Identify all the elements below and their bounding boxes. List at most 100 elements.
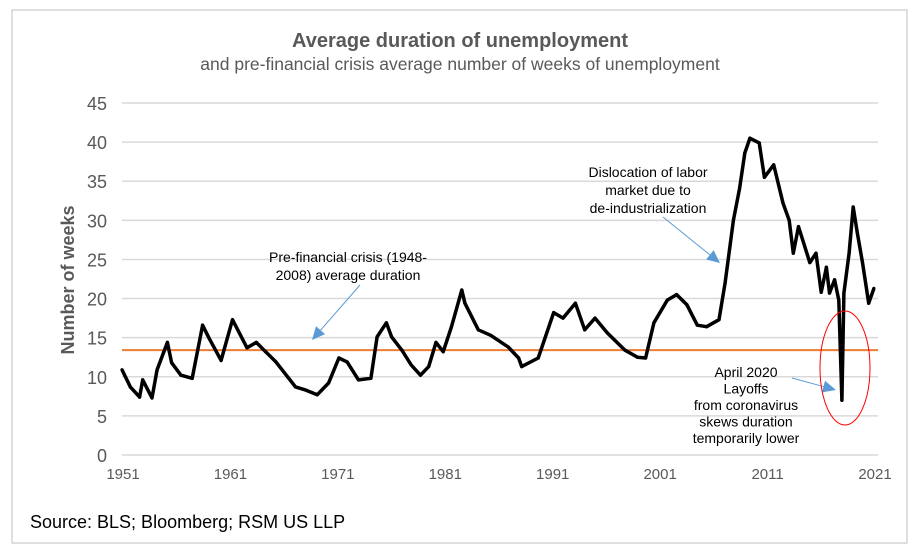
data-point [748,136,752,140]
highlight-ellipse [819,310,871,426]
data-point [315,393,319,397]
data-point [418,373,423,377]
data-point [476,328,480,332]
data-point [867,301,871,305]
y-tick-label: 0 [97,446,107,466]
x-tick-label: 1981 [429,466,462,483]
data-point [516,356,521,360]
chart-subtitle: and pre-financial crisis average number … [200,54,720,74]
data-point [304,388,308,392]
data-point [644,356,648,360]
data-point [254,340,258,344]
data-point [772,163,776,167]
data-point [695,323,699,327]
data-point [449,325,454,329]
data-point [573,301,577,305]
data-point [840,398,844,402]
data-point [842,291,846,295]
data-point [375,335,379,339]
data-point [506,345,510,349]
annotation-text: April 2020 [714,364,777,380]
x-tick-label: 1971 [321,466,354,483]
data-point [623,348,627,352]
y-tick-label: 35 [87,172,107,192]
data-point [400,348,404,352]
data-point [561,316,565,320]
data-point [230,318,235,322]
data-point [583,328,587,332]
annotation-text: from coronavirus [694,397,798,413]
data-point [872,286,876,290]
data-point [731,218,736,222]
annotation-arrow [662,216,711,256]
annotation-text: de-industrialization [590,200,707,216]
data-point [847,251,851,255]
source-note: Source: BLS; Bloomberg; RSM US LLP [30,512,345,532]
annotation-arrow [791,377,824,388]
data-point [605,331,610,335]
data-point [593,316,597,320]
data-point [120,368,124,372]
x-tick-label: 2001 [643,466,676,483]
data-point [345,360,349,364]
data-point [808,260,812,265]
data-point [675,293,679,297]
data-point [665,298,669,302]
data-point [356,378,361,382]
data-point [833,278,837,282]
data-point [274,360,278,364]
y-tick-label: 15 [87,329,107,349]
annotation-text: market due to [605,182,691,198]
y-tick-label: 20 [87,290,107,310]
data-point [717,318,721,322]
annotation-text: 2008) average duration [276,267,421,283]
data-point [787,218,791,222]
data-point [165,340,170,344]
y-tick-label: 5 [97,407,107,427]
x-tick-label: 2011 [751,466,783,483]
data-point [463,301,467,305]
y-tick-label: 10 [87,368,107,388]
x-tick-label: 1991 [536,466,569,483]
annotation-arrow [320,284,361,331]
data-point [796,224,801,229]
y-tick-label: 25 [87,250,107,270]
data-point [781,201,785,205]
annotation-text: Pre-financial crisis (1948- [269,249,427,265]
x-tick-label: 2021 [858,466,891,483]
data-point [635,355,639,359]
data-point [824,265,828,269]
data-point [536,356,540,360]
arrowhead-icon [312,326,326,340]
data-point [219,358,223,362]
data-point [179,373,183,377]
data-point [489,333,493,337]
data-point [704,325,709,329]
chart-border [11,9,908,544]
y-tick-label: 40 [87,133,107,153]
data-point [409,363,413,367]
data-point [389,335,394,339]
data-point [837,298,841,302]
data-point [155,368,159,372]
data-point [762,175,766,179]
data-point [190,376,194,380]
x-tick-label: 1961 [214,466,247,483]
data-point [460,288,464,292]
data-point [743,151,747,155]
data-point [384,321,388,325]
data-point [738,186,742,190]
arrowhead-icon [821,380,836,393]
annotation-text: Layoffs [724,381,769,397]
y-tick-label: 45 [87,94,107,114]
data-point [150,396,154,400]
data-point [652,321,656,325]
data-point [685,303,689,307]
data-point [427,365,431,369]
data-point [434,340,438,344]
data-point [791,251,795,255]
data-point [169,361,174,365]
data-point [141,378,145,382]
data-point [128,385,132,389]
